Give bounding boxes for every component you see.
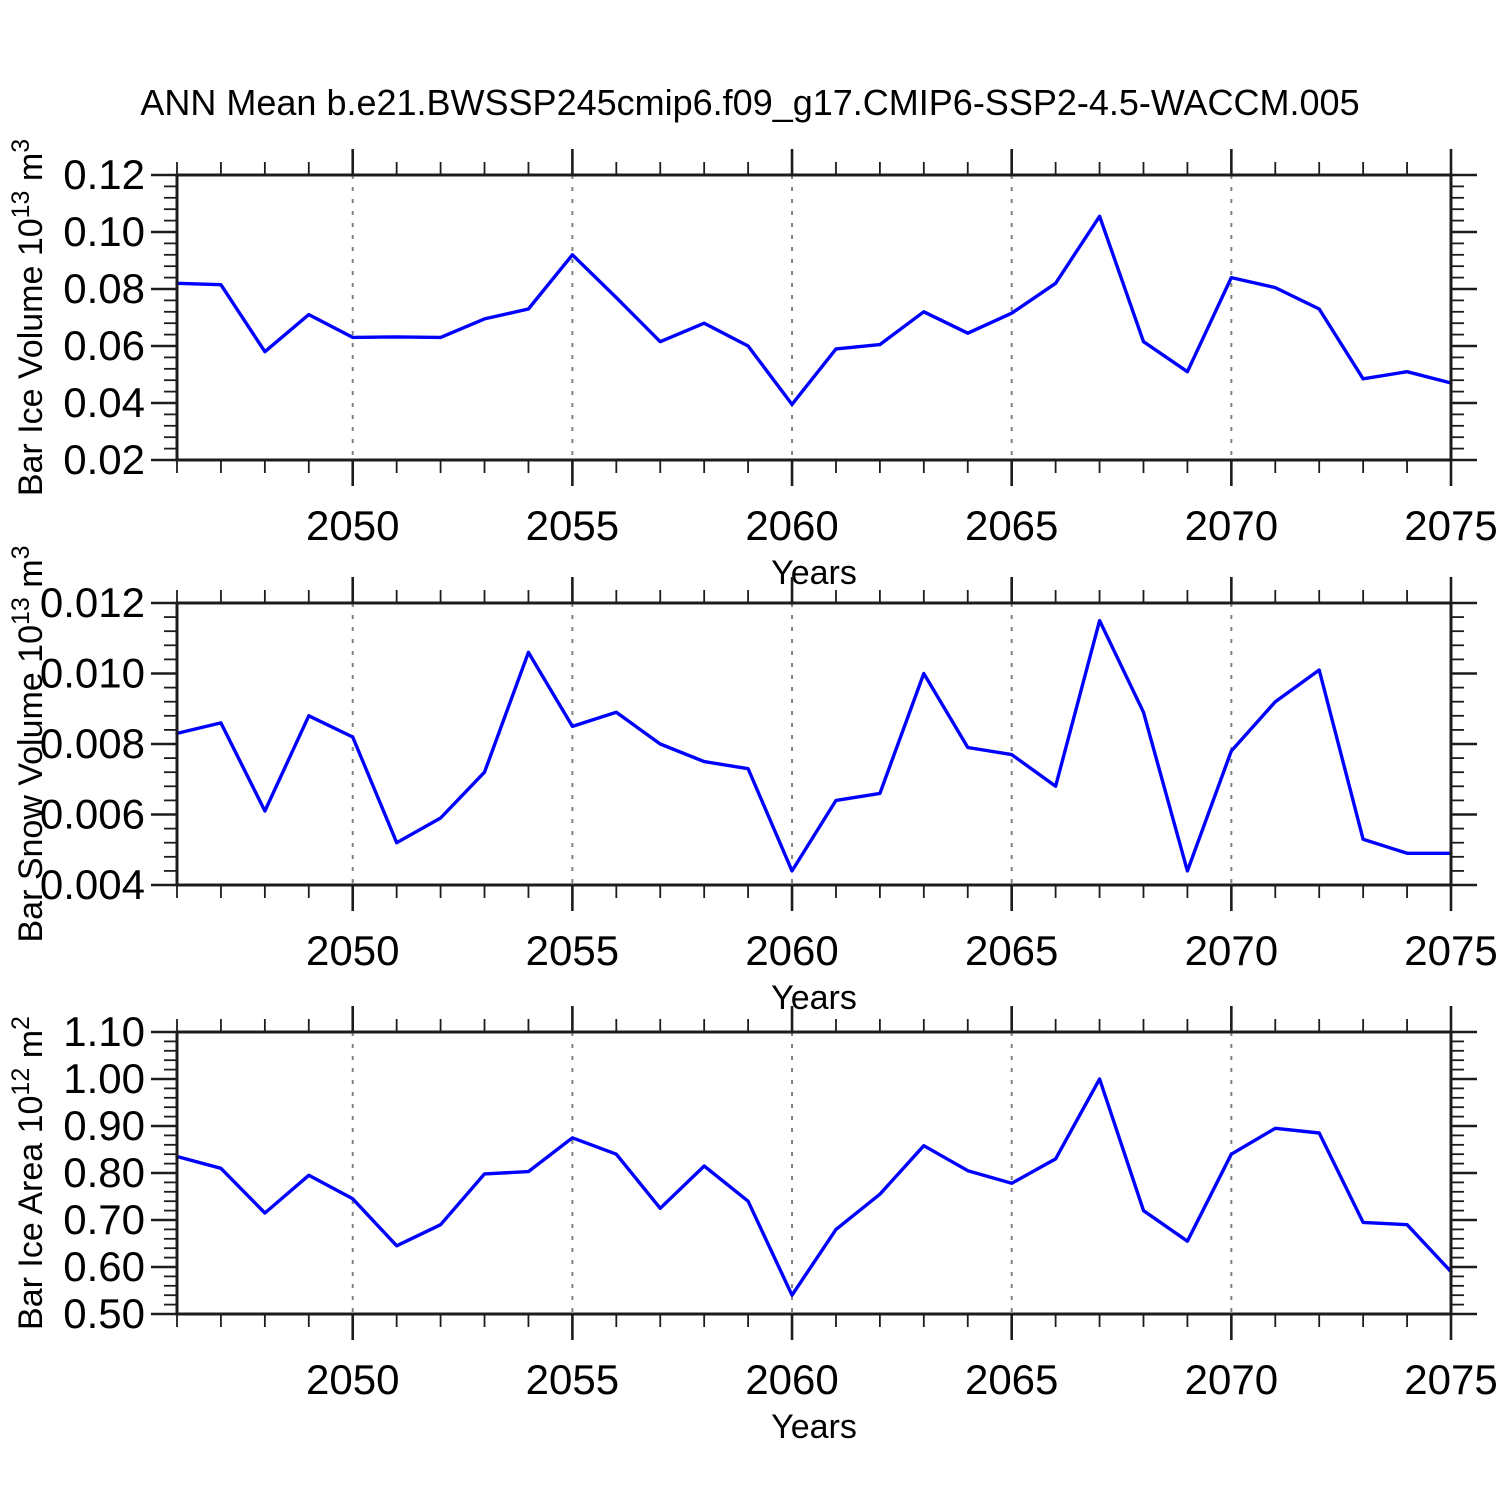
y-tick-label: 0.60 — [63, 1243, 145, 1290]
x-ticks — [176, 1006, 1453, 1340]
y-tick-label: 0.06 — [63, 322, 145, 369]
x-tick-label: 2065 — [965, 1356, 1058, 1403]
x-tick-label: 2075 — [1404, 927, 1497, 974]
series-line — [175, 214, 1453, 407]
x-tick-label: 2070 — [1185, 502, 1278, 549]
x-tick-label: 2060 — [745, 1356, 838, 1403]
y-tick-label: 0.90 — [63, 1102, 145, 1149]
y-tick-label: 0.50 — [63, 1290, 145, 1337]
y-tick-label: 0.010 — [40, 650, 145, 697]
x-axis-title: Years — [771, 1408, 857, 1446]
y-ticks — [151, 601, 1477, 887]
series-line — [175, 1077, 1453, 1297]
y-axis-title: Bar Snow Volume 1013 m3 — [7, 545, 50, 942]
x-tick-label: 2060 — [745, 927, 838, 974]
y-tick-label: 1.10 — [63, 1008, 145, 1055]
y-tick-label: 0.10 — [63, 208, 145, 255]
y-tick-label: 0.008 — [40, 720, 145, 767]
x-tick-label: 2050 — [306, 502, 399, 549]
x-axis-title: Years — [771, 554, 857, 592]
x-tick-label: 2055 — [526, 502, 619, 549]
panel-bar-ice-area: 0.500.600.700.800.901.001.10 2050 2055 2060… — [7, 1006, 1498, 1446]
x-ticks — [176, 149, 1453, 486]
y-tick-label: 0.80 — [63, 1149, 145, 1196]
x-tick-label: 2055 — [526, 927, 619, 974]
x-tick-label: 2070 — [1185, 927, 1278, 974]
x-tick-label: 2050 — [306, 927, 399, 974]
y-ticks — [151, 1030, 1477, 1316]
panel-bar-snow-volume: 0.004 0.006 0.008 0.010 0.012 2050 2055 2060 206… — [7, 545, 1498, 1017]
plot-frame — [175, 173, 1453, 462]
x-tick-label: 2075 — [1404, 1356, 1497, 1403]
x-ticks — [176, 577, 1453, 911]
y-tick-label: 0.006 — [40, 791, 145, 838]
x-tick-label: 2060 — [745, 502, 838, 549]
y-tick-label: 0.12 — [63, 151, 145, 198]
plot-frame — [175, 1030, 1453, 1316]
y-axis-title: Bar Ice Volume 1013 m3 — [7, 139, 50, 496]
y-axis-title: Bar Ice Area 1012 m2 — [7, 1016, 50, 1330]
series-line — [175, 618, 1453, 873]
x-tick-label: 2075 — [1404, 502, 1497, 549]
y-tick-label: 1.00 — [63, 1055, 145, 1102]
chart-title: ANN Mean b.e21.BWSSP245cmip6.f09_g17.CMI… — [140, 82, 1360, 123]
y-tick-label: 0.012 — [40, 579, 145, 626]
x-tick-label: 2070 — [1185, 1356, 1278, 1403]
y-tick-label: 0.004 — [40, 861, 145, 908]
x-tick-label: 2065 — [965, 502, 1058, 549]
y-tick-label: 0.70 — [63, 1196, 145, 1243]
panel-bar-ice-volume: 0.02 0.04 0.06 0.08 0.10 0.12 2050 2055 2060 2065… — [7, 139, 1498, 592]
x-tick-label: 2065 — [965, 927, 1058, 974]
y-tick-label: 0.04 — [63, 379, 145, 426]
y-tick-label: 0.08 — [63, 265, 145, 312]
plot-frame — [175, 601, 1453, 887]
x-tick-label: 2055 — [526, 1356, 619, 1403]
y-tick-label: 0.02 — [63, 436, 145, 483]
x-axis-title: Years — [771, 979, 857, 1017]
y-ticks — [151, 173, 1477, 462]
gridlines — [351, 603, 1233, 885]
x-tick-label: 2050 — [306, 1356, 399, 1403]
